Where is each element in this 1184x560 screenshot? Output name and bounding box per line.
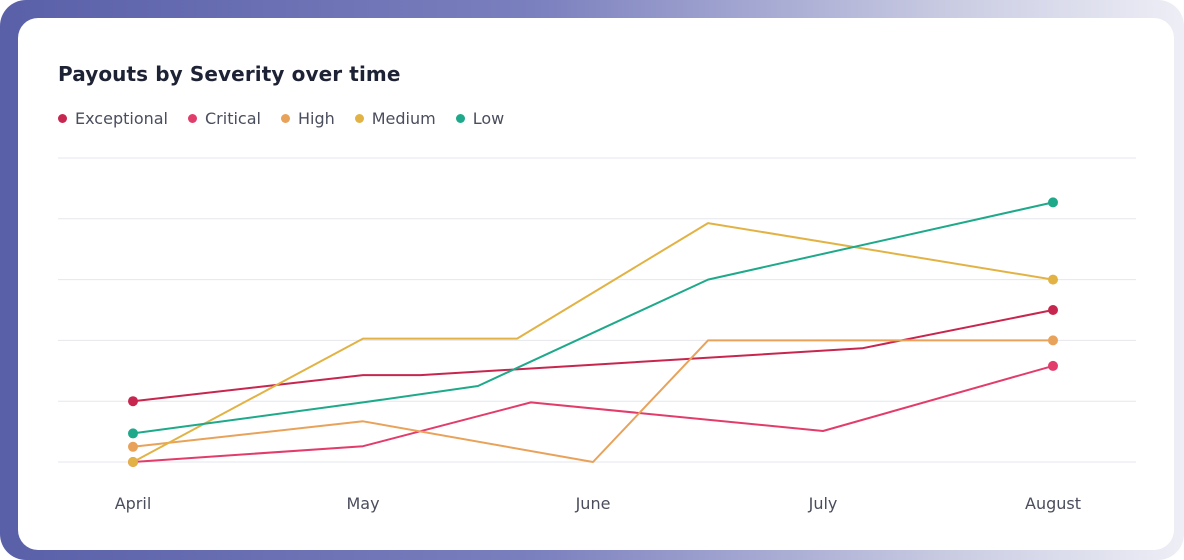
legend-label-low: Low — [472, 109, 505, 128]
legend-dot-critical — [188, 114, 197, 123]
x-tick-april: April — [115, 494, 152, 513]
series-line-exceptional[interactable] — [132, 309, 1054, 403]
data-point-high-end[interactable] — [1048, 335, 1058, 346]
legend-item-medium[interactable]: Medium — [354, 109, 436, 128]
data-point-low-end[interactable] — [1048, 197, 1058, 208]
data-point-critical-end[interactable] — [1048, 360, 1058, 371]
series-lines — [128, 197, 1058, 467]
data-point-low-start[interactable] — [128, 428, 138, 439]
x-axis: April May June July August — [115, 494, 1081, 513]
legend-dot-high — [280, 114, 290, 123]
legend-item-exceptional[interactable]: Exceptional — [58, 109, 168, 128]
series-line-low[interactable] — [132, 201, 1054, 435]
data-point-medium-start[interactable] — [128, 457, 138, 467]
data-point-exceptional-end[interactable] — [1048, 305, 1058, 315]
chart-title: Payouts by Severity over time — [58, 62, 401, 86]
data-point-medium-end[interactable] — [1048, 274, 1058, 285]
gridlines — [58, 157, 1136, 463]
legend-label-critical: Critical — [205, 109, 261, 128]
legend-item-high[interactable]: High — [280, 109, 335, 128]
legend-item-critical[interactable]: Critical — [188, 109, 261, 128]
chart-legend: Exceptional Critical High Medium Low — [58, 109, 524, 128]
legend-label-exceptional: Exceptional — [75, 109, 168, 128]
legend-label-medium: Medium — [371, 109, 436, 128]
series-line-high[interactable] — [132, 339, 1053, 463]
series-line-medium[interactable] — [132, 222, 1054, 463]
chart-card: Payouts by Severity over time Exceptiona… — [18, 18, 1174, 550]
legend-label-high: High — [297, 109, 335, 128]
data-point-exceptional-start[interactable] — [128, 396, 138, 407]
legend-dot-exceptional — [58, 114, 67, 123]
legend-dot-low — [455, 114, 465, 123]
series-line-critical[interactable] — [132, 364, 1054, 463]
x-tick-august: August — [1025, 494, 1081, 513]
line-chart-plot: April May June July August — [58, 157, 1136, 513]
legend-item-low[interactable]: Low — [455, 109, 505, 128]
legend-dot-medium — [354, 114, 364, 123]
x-tick-june: June — [575, 494, 611, 513]
data-point-high-start[interactable] — [128, 441, 138, 452]
x-tick-may: May — [346, 494, 379, 513]
x-tick-july: July — [808, 494, 838, 513]
